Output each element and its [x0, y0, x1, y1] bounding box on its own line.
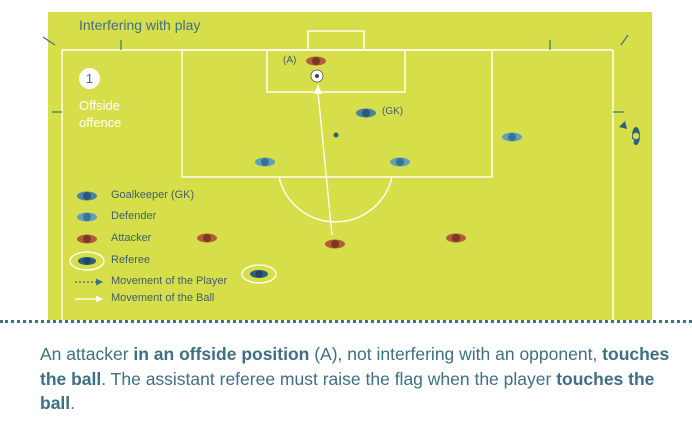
legend-defender-icon [77, 212, 97, 222]
caption-emphasis: touches the ball [40, 344, 670, 389]
referee-icon [241, 264, 277, 284]
pitch-diagram [42, 12, 652, 320]
legend-label-referee: Referee [111, 254, 151, 266]
attacker-icon [197, 233, 217, 243]
diagram-title: Interfering with play [79, 17, 201, 33]
caption-part: . The assistant referee must raise the f… [101, 368, 557, 389]
caption-emphasis: touches the ball [40, 368, 655, 414]
legend-attacker-icon [77, 234, 97, 244]
legend-label-ball-movement: Movement of the Ball [111, 292, 215, 304]
attacker-icon [446, 233, 466, 243]
pitch-lines [61, 30, 614, 320]
caption-part: (A), not interfering with an opponent, [309, 344, 603, 364]
ball-icon [310, 69, 324, 83]
pitch-edge-marks [42, 34, 629, 113]
assistant-referee-icon [619, 121, 640, 145]
goalkeeper-icon [356, 108, 376, 118]
defender-icon [390, 157, 410, 167]
attacker-icon [325, 239, 345, 249]
legend-referee-icon [69, 251, 105, 271]
ball-movement-arrowhead [314, 84, 322, 94]
panel-number-badge: 1 [79, 68, 100, 89]
caption-part: An attacker [40, 344, 134, 364]
penalty-spot [333, 132, 339, 138]
legend-ball-movement-icon [75, 295, 103, 303]
legend-player-movement-icon [75, 278, 103, 286]
defender-icon [502, 132, 522, 142]
legend-label-defender: Defender [111, 210, 157, 222]
attacker-a-icon [306, 56, 326, 66]
dotted-separator [0, 320, 692, 323]
caption-part: . [70, 393, 76, 413]
legend-goalkeeper-icon [77, 191, 97, 201]
defender-icon [255, 157, 275, 167]
ball-movement-line [317, 91, 333, 236]
caption-text: An attacker in an offside position (A), … [40, 342, 680, 416]
caption-emphasis: in an offside position [133, 344, 310, 364]
legend-label-player-movement: Movement of the Player [111, 275, 228, 287]
pitch-background [48, 12, 652, 320]
attacker-a-label: (A) [283, 55, 297, 66]
goalkeeper-label: (GK) [382, 106, 404, 117]
panel-label: Offside offence [79, 98, 122, 130]
legend-label-goalkeeper: Goalkeeper (GK) [111, 189, 195, 201]
legend-label-attacker: Attacker [111, 232, 152, 244]
